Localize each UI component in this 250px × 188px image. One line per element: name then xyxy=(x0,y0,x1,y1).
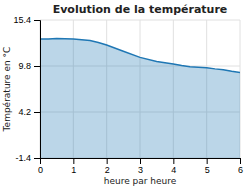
tick-mark xyxy=(34,112,40,113)
chart: 0 1 2 3 4 5 6 -1.4 4.2 9.8 15.4 Evolution de la tem… xyxy=(0,0,250,188)
tick-mark xyxy=(240,158,241,164)
axis-line xyxy=(34,21,41,159)
tick-mark xyxy=(73,158,74,164)
line xyxy=(40,38,240,72)
tick-label: 9.8 xyxy=(18,61,31,71)
tick: 1 xyxy=(71,158,76,175)
tick-mark xyxy=(107,158,108,164)
tick-mark xyxy=(207,158,208,164)
plot: 0 1 2 3 4 5 6 -1.4 4.2 9.8 15.4 xyxy=(13,15,243,175)
y-axis-title: Température en °C xyxy=(2,47,12,133)
title: Evolution de la température xyxy=(53,3,228,16)
tick: 2 xyxy=(105,158,110,175)
tick-label: 0 xyxy=(38,165,43,175)
tick-label: 15.4 xyxy=(13,15,31,25)
tick: 0 xyxy=(38,158,43,175)
tick-mark xyxy=(173,158,174,164)
tick-label: 1 xyxy=(71,165,76,175)
tick: 15.4 xyxy=(13,15,40,25)
tick-label: 4 xyxy=(171,165,176,175)
tick: 4.2 xyxy=(18,107,40,117)
axis-line xyxy=(41,159,241,165)
tick: -1.4 xyxy=(15,153,40,163)
tick: 4 xyxy=(171,158,176,175)
tick: 6 xyxy=(238,158,243,175)
marks xyxy=(40,38,240,158)
tick-label: 6 xyxy=(238,165,243,175)
tick: 9.8 xyxy=(18,61,40,71)
tick-mark xyxy=(34,20,40,21)
grid-line xyxy=(40,20,240,21)
tick-mark xyxy=(140,158,141,164)
tick-label: 2 xyxy=(105,165,110,175)
tick: 5 xyxy=(205,158,210,175)
tick-mark xyxy=(34,66,40,67)
y-axis: -1.4 4.2 9.8 15.4 xyxy=(13,15,40,163)
grid xyxy=(40,20,240,158)
tick-label: 4.2 xyxy=(18,107,31,117)
x-axis: 0 1 2 3 4 5 6 xyxy=(38,158,243,175)
area xyxy=(40,38,240,158)
tick: 3 xyxy=(138,158,143,175)
tick-label: 5 xyxy=(205,165,210,175)
x-axis-title: heure par heure xyxy=(104,176,177,186)
tick-label: -1.4 xyxy=(15,153,31,163)
tick-label: 3 xyxy=(138,165,143,175)
tick-mark xyxy=(34,158,40,159)
